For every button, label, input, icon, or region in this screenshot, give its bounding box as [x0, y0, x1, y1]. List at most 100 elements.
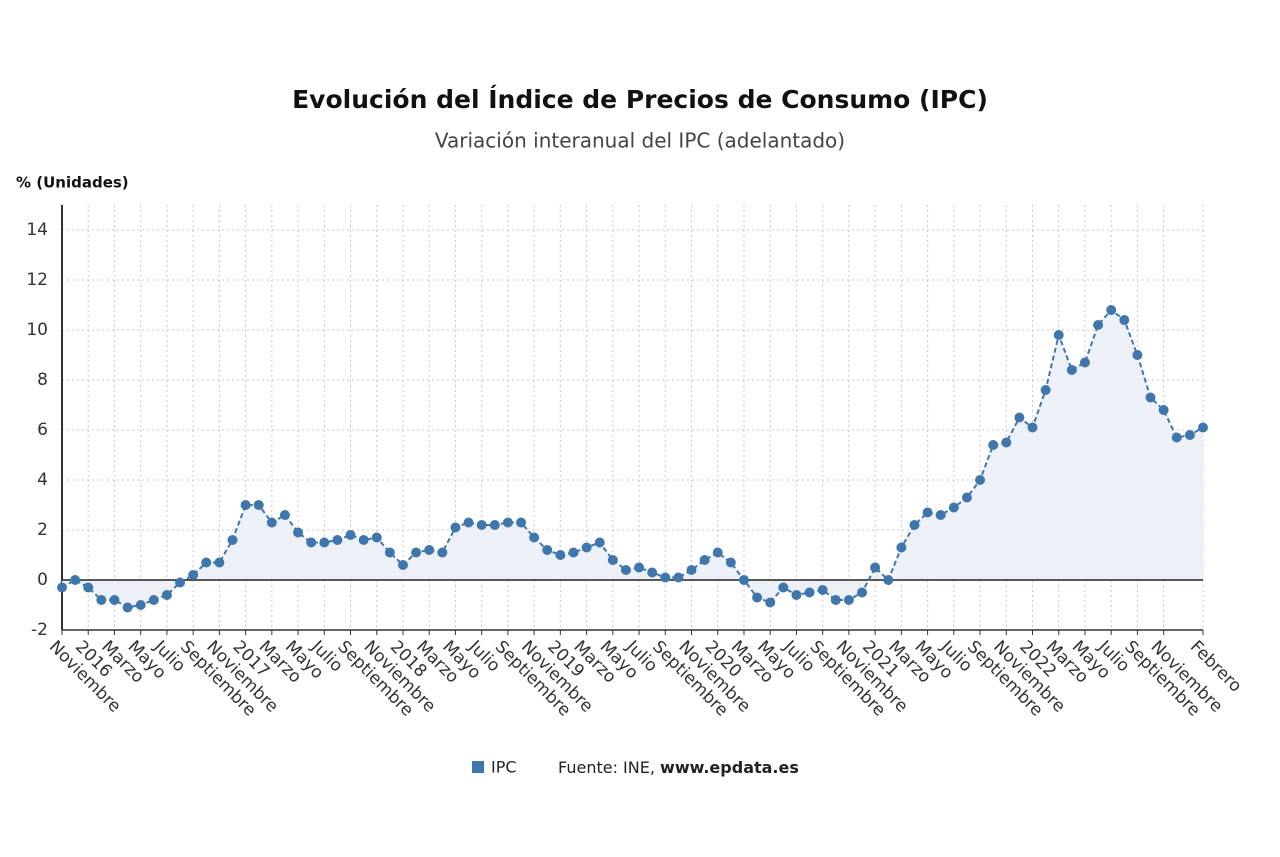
point: [253, 500, 264, 510]
point: [135, 600, 146, 610]
point: [476, 520, 487, 530]
point: [1198, 422, 1208, 433]
y-axis-label: % (Unidades): [16, 174, 129, 192]
legend-swatch: [472, 761, 484, 773]
point: [1132, 350, 1143, 360]
point: [1184, 430, 1195, 440]
point: [1001, 437, 1012, 448]
point: [765, 597, 776, 608]
point: [804, 587, 815, 598]
point: [148, 595, 159, 605]
point: [266, 517, 277, 528]
point: [634, 562, 645, 573]
point: [240, 500, 251, 510]
point: [581, 542, 592, 553]
y-tick-label: 2: [37, 520, 48, 540]
point: [791, 590, 802, 600]
y-tick-label: 8: [37, 370, 48, 390]
y-tick-label: 10: [26, 320, 48, 340]
point: [516, 517, 527, 528]
y-tick-label: 14: [26, 220, 48, 240]
source-link: www.epdata.es: [660, 758, 799, 777]
chart-title: Evolución del Índice de Precios de Consu…: [292, 85, 988, 114]
point: [1040, 385, 1051, 395]
point: [647, 567, 658, 578]
point: [1119, 315, 1130, 325]
point: [738, 575, 749, 585]
line: [61, 308, 1204, 609]
point: [424, 545, 435, 555]
point: [201, 557, 212, 568]
source-label: Fuente: INE,: [558, 758, 655, 777]
point: [450, 522, 461, 533]
point: [122, 602, 133, 613]
point: [57, 582, 67, 593]
legend: IPC Fuente: INE, www.epdata.es: [472, 758, 799, 777]
point: [817, 585, 828, 595]
point: [660, 572, 671, 583]
point: [712, 547, 723, 558]
point: [279, 510, 290, 520]
point: [830, 595, 841, 605]
point: [109, 595, 120, 605]
point: [1145, 392, 1156, 403]
point: [555, 550, 566, 560]
point: [673, 572, 684, 583]
point: [975, 475, 986, 485]
point: [988, 440, 999, 450]
point: [83, 582, 94, 593]
area: [62, 310, 1203, 608]
point: [948, 502, 959, 513]
point: [319, 537, 330, 548]
point: [857, 587, 868, 598]
point: [935, 510, 946, 520]
point: [1093, 320, 1104, 330]
point: [397, 560, 408, 570]
point: [529, 532, 540, 543]
point: [1079, 357, 1090, 368]
point: [1053, 330, 1064, 340]
point: [345, 530, 356, 540]
point: [306, 537, 317, 548]
point: [922, 507, 933, 518]
point: [358, 535, 369, 545]
y-tick-label: -2: [31, 620, 48, 640]
point: [686, 565, 697, 575]
point: [371, 532, 382, 543]
point: [1014, 412, 1025, 423]
point: [843, 595, 854, 605]
point: [752, 592, 763, 603]
y-tick-label: 6: [37, 420, 48, 440]
point: [542, 545, 553, 555]
point: [568, 547, 579, 558]
point: [594, 537, 605, 548]
y-tick-label: 0: [37, 570, 48, 590]
point: [909, 520, 920, 530]
point: [1171, 432, 1182, 443]
point: [384, 547, 395, 558]
chart-subtitle: Variación interanual del IPC (adelantado…: [435, 129, 845, 153]
point: [293, 527, 304, 538]
legend-label: IPC: [491, 758, 517, 777]
point: [489, 520, 500, 530]
point: [411, 547, 422, 558]
point: [883, 575, 894, 585]
point: [725, 557, 736, 568]
point: [1106, 305, 1117, 315]
point: [620, 565, 631, 575]
point: [227, 535, 238, 545]
y-tick-label: 12: [26, 270, 48, 290]
point: [1027, 422, 1038, 433]
point: [96, 595, 107, 605]
point: [896, 542, 907, 553]
point: [502, 517, 513, 528]
point: [699, 555, 710, 565]
point: [161, 590, 172, 600]
point: [463, 517, 474, 528]
source: Fuente: INE, www.epdata.es: [558, 758, 799, 777]
point: [188, 570, 199, 580]
point: [607, 555, 618, 565]
point: [961, 492, 972, 503]
point: [70, 575, 81, 585]
